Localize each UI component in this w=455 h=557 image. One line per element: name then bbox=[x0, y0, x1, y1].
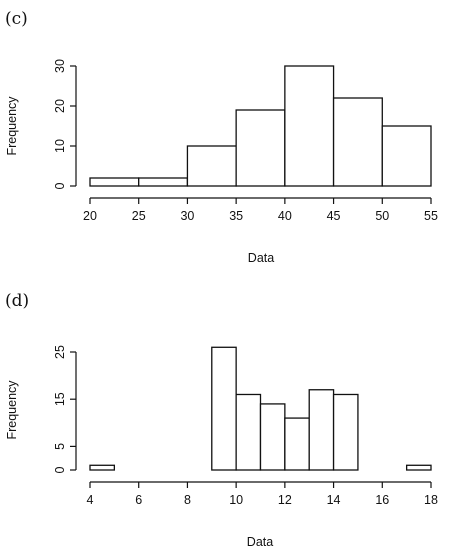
x-tick-label-d: 4 bbox=[87, 493, 94, 507]
y-tick-label-d: 0 bbox=[53, 466, 67, 473]
x-tick-label-c: 40 bbox=[278, 209, 292, 223]
histogram-bar-d bbox=[308, 389, 335, 471]
x-axis-title-d: Data bbox=[247, 535, 273, 549]
bars-c bbox=[89, 65, 432, 187]
x-tick-label-c: 55 bbox=[424, 209, 438, 223]
axes-c: 20 25 30 35 40 45 50 55 0 10 20 30 bbox=[53, 59, 438, 223]
x-tick-label-d: 12 bbox=[278, 493, 292, 507]
x-tick-label-c: 35 bbox=[229, 209, 243, 223]
histogram-d: (d) Frequency Data 4 6 8 10 12 14 16 18 0 5 15 25 bbox=[5, 291, 438, 549]
x-tick-label-d: 16 bbox=[375, 493, 389, 507]
x-tick-label-c: 50 bbox=[375, 209, 389, 223]
histogram-bar-d bbox=[211, 346, 237, 471]
panel-label-c: (c) bbox=[5, 9, 28, 29]
y-tick-label-c: 20 bbox=[53, 99, 67, 113]
y-tick-label-d: 5 bbox=[53, 443, 67, 450]
x-tick-label-d: 10 bbox=[229, 493, 243, 507]
histogram-bar-d bbox=[284, 417, 310, 471]
x-axis-title-c: Data bbox=[248, 251, 274, 265]
panel-label-d: (d) bbox=[5, 291, 29, 311]
y-axis-title-c: Frequency bbox=[5, 96, 19, 156]
y-axis-title-d: Frequency bbox=[5, 380, 19, 440]
histogram-bar-c bbox=[235, 109, 286, 187]
x-tick-label-d: 6 bbox=[135, 493, 142, 507]
histogram-bar-c bbox=[332, 97, 383, 187]
histogram-bar-d bbox=[259, 403, 286, 471]
x-tick-label-d: 14 bbox=[327, 493, 341, 507]
histogram-bar-c bbox=[186, 145, 237, 187]
histogram-bar-c bbox=[381, 125, 432, 187]
x-tick-label-c: 30 bbox=[180, 209, 194, 223]
y-tick-label-c: 10 bbox=[53, 139, 67, 153]
histogram-bar-c bbox=[138, 177, 189, 187]
x-tick-label-c: 45 bbox=[327, 209, 341, 223]
y-tick-label-c: 30 bbox=[53, 59, 67, 73]
histogram-bar-d bbox=[405, 464, 432, 471]
y-tick-label-d: 15 bbox=[53, 392, 67, 406]
x-tick-label-d: 8 bbox=[184, 493, 191, 507]
histogram-bar-d bbox=[332, 393, 359, 471]
x-tick-label-d: 18 bbox=[424, 493, 438, 507]
x-tick-label-c: 25 bbox=[132, 209, 146, 223]
bars-d bbox=[89, 346, 432, 471]
histogram-bar-c bbox=[284, 65, 335, 187]
histogram-bar-c bbox=[89, 177, 140, 187]
histogram-c: (c) Frequency Data 20 25 30 35 40 45 50 5501020… bbox=[5, 9, 438, 265]
y-tick-label-d: 25 bbox=[53, 345, 67, 359]
x-tick-label-c: 20 bbox=[83, 209, 97, 223]
axes-d: 4 6 8 10 12 14 16 18 0 5 15 25 bbox=[53, 345, 438, 507]
histogram-bar-d bbox=[89, 464, 116, 471]
histogram-bar-d bbox=[235, 393, 262, 471]
y-tick-label-c: 0 bbox=[53, 182, 67, 189]
